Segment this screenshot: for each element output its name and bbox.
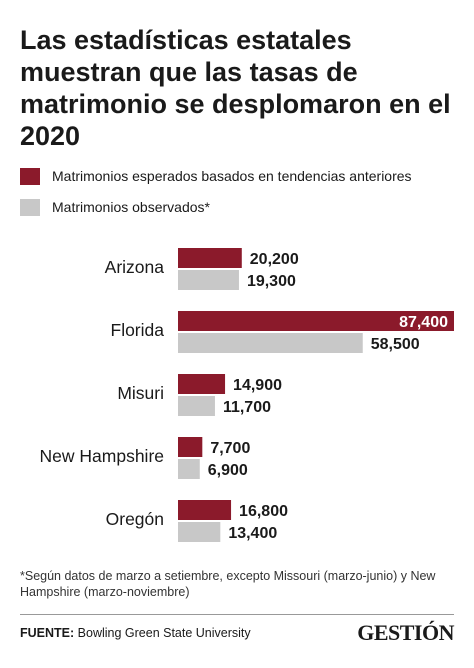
value-label-new-hampshire-observed: 6,900 [208,462,248,479]
value-label-misuri-observed: 11,700 [223,399,271,416]
bar-florida-observed [178,333,363,353]
legend-swatch-expected [20,167,40,185]
bar-arizona-expected [178,248,242,268]
value-label-arizona-observed: 19,300 [247,273,296,290]
category-label-oregon: Oregón [106,509,164,529]
bar-misuri-observed [178,396,215,416]
footnote: *Según datos de marzo a setiembre, excep… [20,569,436,599]
source-text: Bowling Green State University [77,626,251,640]
category-label-misuri: Misuri [117,383,164,403]
value-label-florida-expected: 87,400 [399,314,448,331]
legend-item-observed: Matrimonios observados* [20,196,460,218]
brand-logo: GESTIÓN [357,620,454,645]
value-label-arizona-expected: 20,200 [250,251,299,268]
value-label-oregon-expected: 16,800 [239,503,288,520]
bar-new-hampshire-observed [178,459,200,479]
category-label-arizona: Arizona [105,257,165,277]
value-label-oregon-observed: 13,400 [228,525,277,542]
category-label-new-hampshire: New Hampshire [40,446,164,466]
value-label-florida-observed: 58,500 [371,336,420,353]
value-label-new-hampshire-expected: 7,700 [210,440,250,457]
bar-arizona-observed [178,270,239,290]
legend: Matrimonios esperados basados en tendenc… [20,165,460,227]
legend-item-expected: Matrimonios esperados basados en tendenc… [20,165,460,187]
legend-label-observed: Matrimonios observados* [52,199,210,215]
chart-title: Las estadísticas estatales muestran que … [20,25,451,151]
source-line: FUENTE: Bowling Green State University [20,626,251,640]
bar-florida-expected [178,311,454,331]
bar-misuri-expected [178,374,226,394]
divider [20,614,454,615]
legend-label-expected: Matrimonios esperados basados en tendenc… [52,168,412,184]
source-prefix: FUENTE: [20,626,75,640]
bar-new-hampshire-expected [178,437,203,457]
bar-oregon-observed [178,522,221,542]
legend-swatch-observed [20,198,40,216]
bar-chart: Arizona 20,200 19,300 Florida 87,400 58,500 Mi… [40,248,454,542]
bar-oregon-expected [178,500,232,520]
value-label-misuri-expected: 14,900 [233,377,282,394]
category-label-florida: Florida [111,320,165,340]
